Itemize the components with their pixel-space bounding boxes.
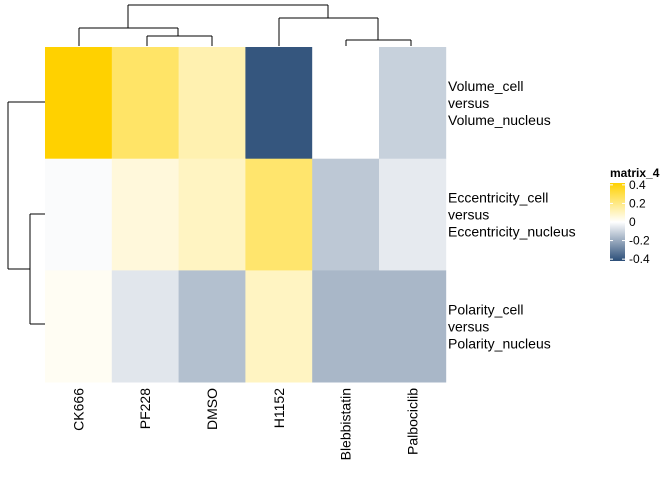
row-label-line: Eccentricity_nucleus bbox=[448, 224, 576, 240]
heatmap-cell bbox=[111, 158, 179, 271]
column-label: Blebbistatin bbox=[338, 388, 354, 460]
column-label: H1152 bbox=[271, 388, 287, 428]
row-label-line: versus bbox=[448, 318, 489, 334]
heatmap-cell bbox=[379, 270, 447, 383]
heatmap-cell bbox=[45, 158, 113, 271]
color-legend: matrix_4 0.4 0.2 0 -0.2 -0.4 bbox=[610, 166, 660, 266]
legend-color-bar bbox=[610, 183, 625, 261]
heatmap-cell bbox=[312, 47, 380, 160]
legend-title: matrix_4 bbox=[610, 166, 660, 180]
heatmap-cell bbox=[178, 158, 246, 271]
legend-tick-label: 0 bbox=[629, 215, 636, 229]
heatmap-cell bbox=[178, 270, 246, 383]
row-label-line: Volume_cell bbox=[448, 78, 524, 94]
column-label: CK666 bbox=[70, 388, 86, 431]
column-label: Palbociclib bbox=[404, 388, 420, 455]
legend-tick-label: 0.2 bbox=[629, 196, 646, 210]
heatmap-cell bbox=[312, 270, 380, 383]
heatmap-cell bbox=[45, 47, 113, 160]
heatmap-cell bbox=[178, 47, 246, 160]
heatmap-cell bbox=[245, 158, 313, 271]
row-label-line: Polarity_nucleus bbox=[448, 335, 551, 351]
row-label-line: versus bbox=[448, 95, 489, 111]
heatmap-cell bbox=[245, 270, 313, 383]
row-dendrogram bbox=[7, 101, 45, 325]
row-label-line: Polarity_cell bbox=[448, 301, 523, 317]
column-dendrogram bbox=[78, 4, 412, 46]
heatmap-cell bbox=[379, 158, 447, 271]
heatmap-cells bbox=[45, 47, 447, 383]
legend-tick-label: -0.4 bbox=[629, 252, 650, 266]
heatmap-cell bbox=[379, 47, 447, 160]
column-label: PF228 bbox=[137, 388, 153, 429]
heatmap-cell bbox=[111, 47, 179, 160]
column-label: DMSO bbox=[204, 388, 220, 430]
heatmap-cell bbox=[245, 47, 313, 160]
legend-tick-label: -0.2 bbox=[629, 234, 650, 248]
heatmap-cell bbox=[312, 158, 380, 271]
row-label-line: Eccentricity_cell bbox=[448, 190, 548, 206]
row-labels: Volume_cell versus Volume_nucleus Eccentr… bbox=[448, 78, 576, 351]
heatmap-cell bbox=[111, 270, 179, 383]
heatmap-cell bbox=[45, 270, 113, 383]
column-labels: CK666 PF228 DMSO H1152 Blebbistatin Palbocicl… bbox=[70, 388, 420, 461]
legend-ticks: 0.4 0.2 0 -0.2 -0.4 bbox=[610, 178, 650, 266]
row-label-line: versus bbox=[448, 207, 489, 223]
legend-tick-label: 0.4 bbox=[629, 178, 646, 192]
row-label-line: Volume_nucleus bbox=[448, 112, 551, 128]
